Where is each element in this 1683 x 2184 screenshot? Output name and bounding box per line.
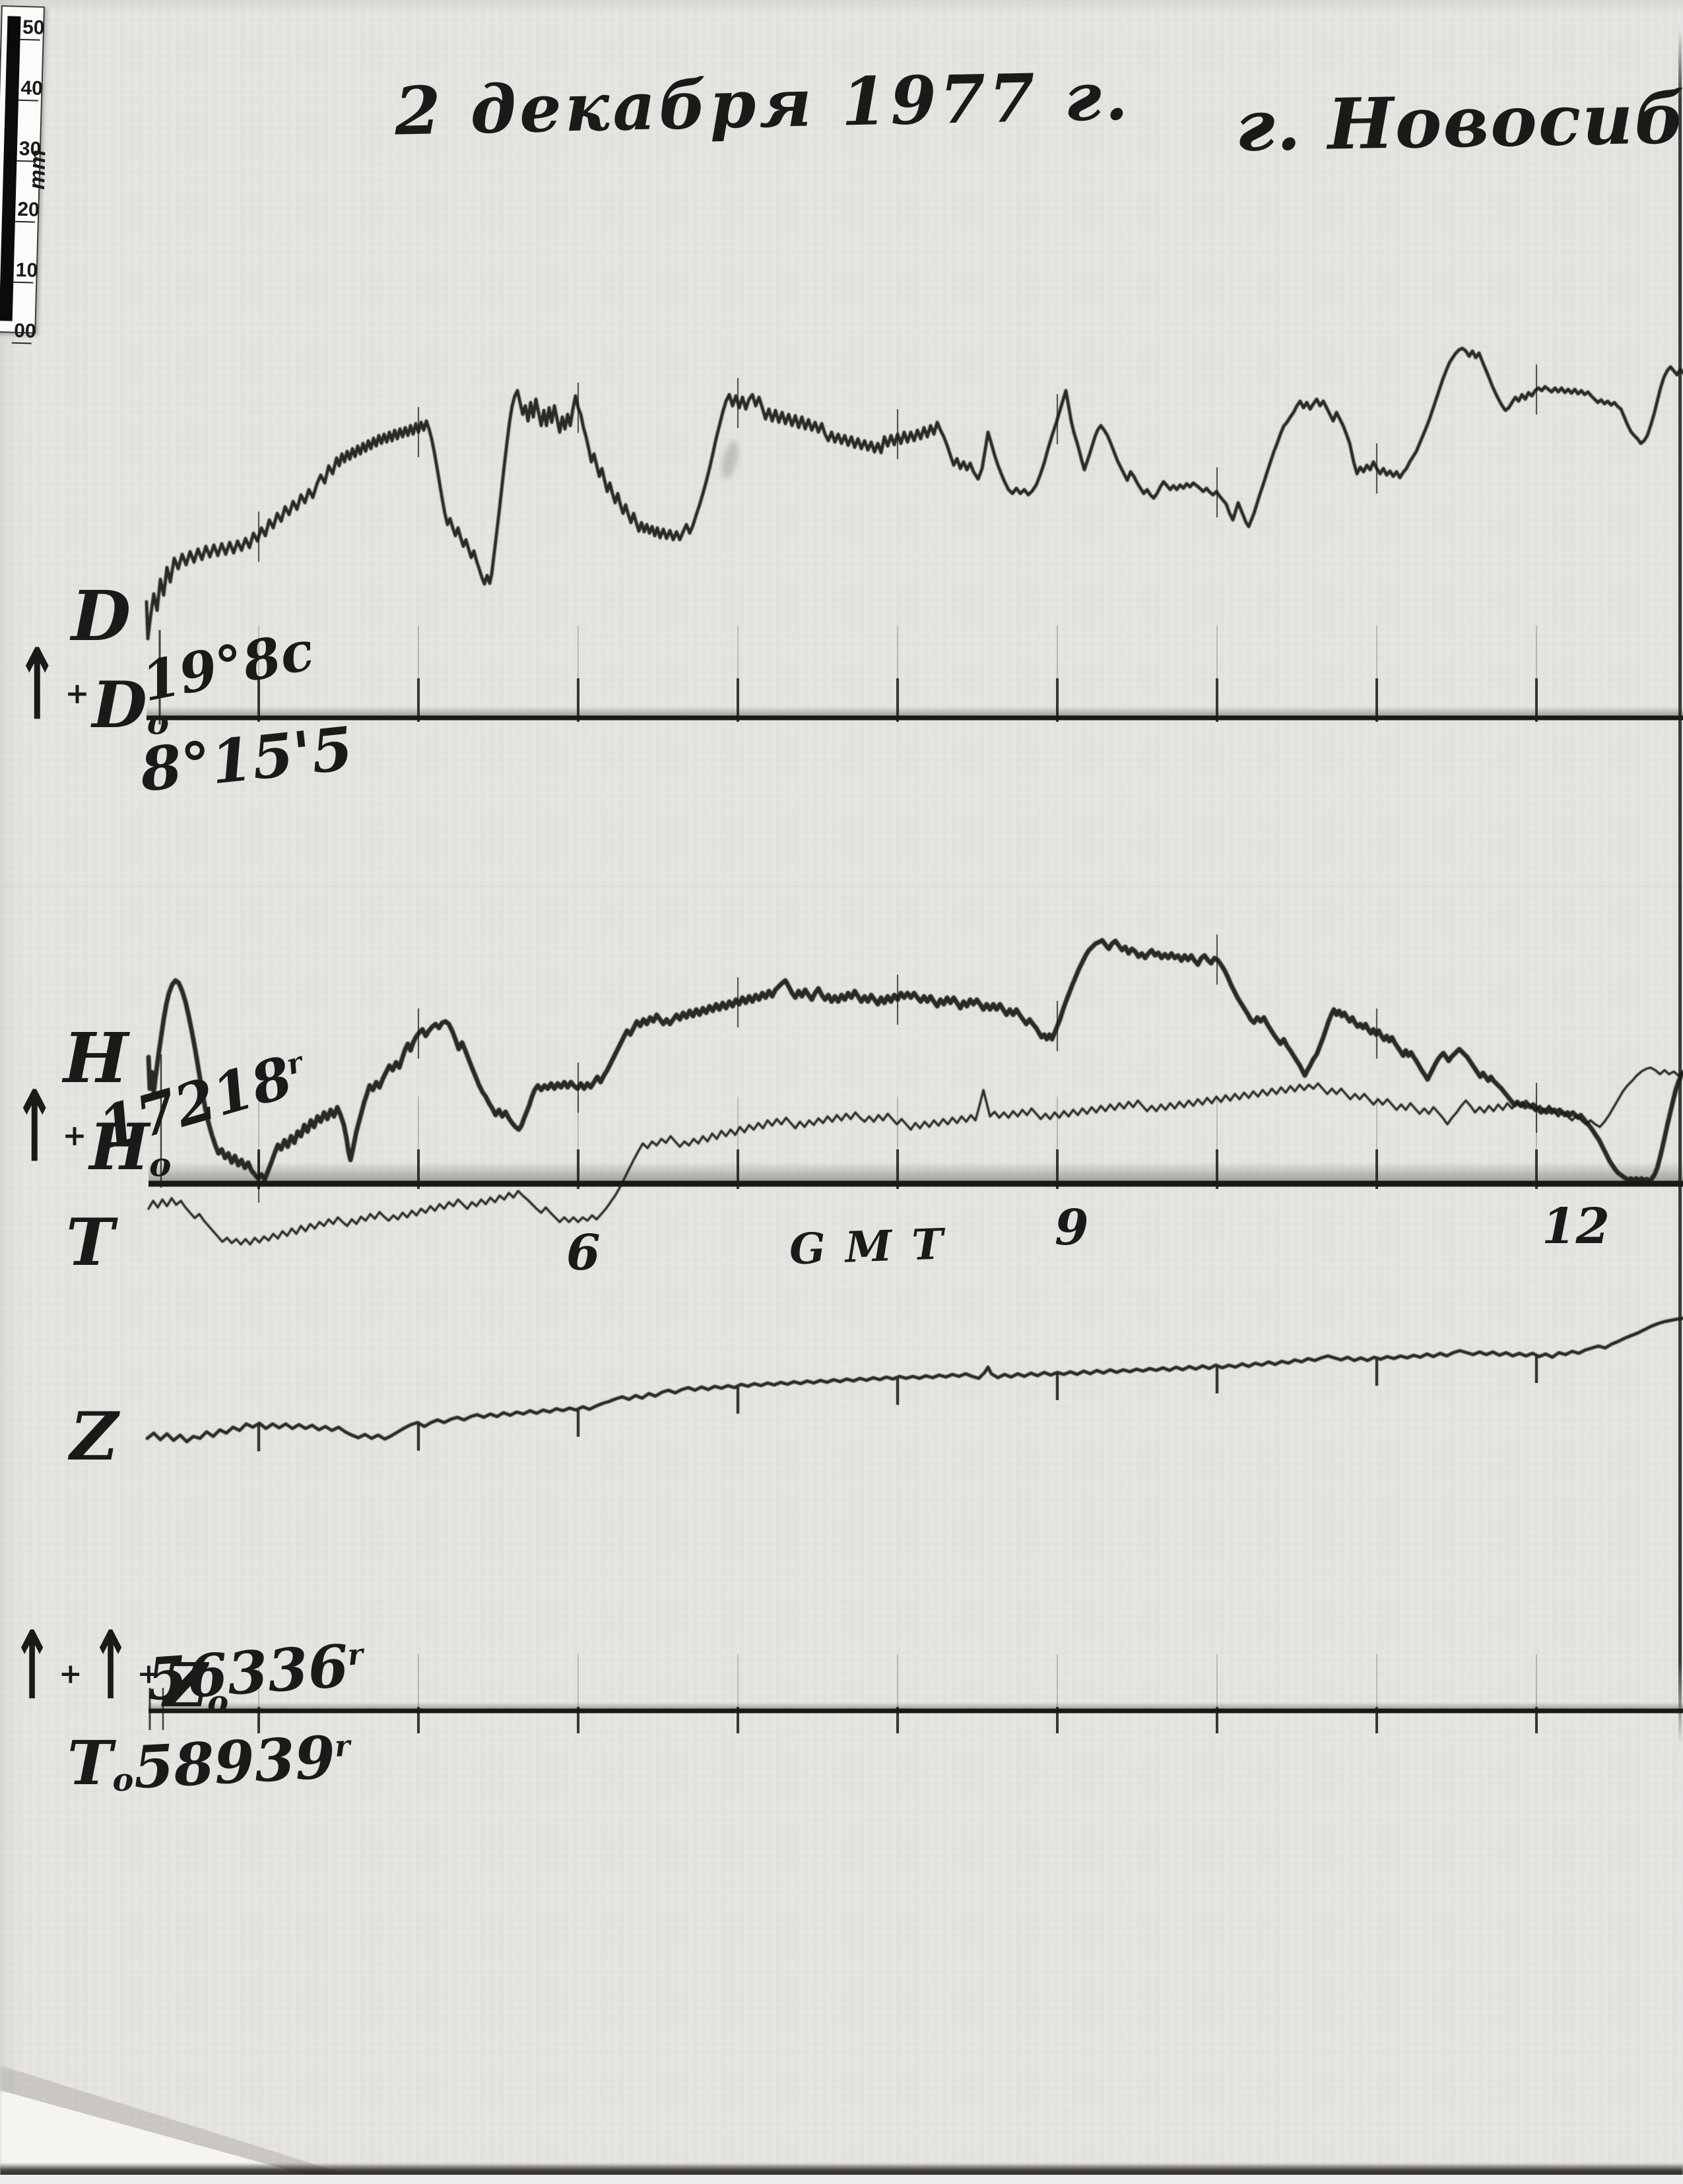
plus-sign: + — [65, 677, 90, 711]
baseline-label-t0: To — [67, 1727, 133, 1799]
plus-sign: + — [137, 1657, 161, 1690]
paper-crease — [0, 885, 1683, 887]
z0-subscript: o — [207, 1684, 229, 1721]
hour-label-6: 6 — [566, 1225, 601, 1281]
ruler-mark-label: 50 — [22, 16, 45, 39]
t0-value-number: 58939 — [131, 1722, 337, 1802]
trace-t — [147, 1066, 1683, 1246]
h-baseline-halo — [148, 1162, 1683, 1182]
baseline-label-d0: ↑ +Do — [11, 627, 169, 742]
trace-label-z: Z — [70, 1397, 118, 1475]
up-arrow-icon: ↑ — [90, 1611, 131, 1721]
scan-bottom-edge — [0, 2163, 1683, 2176]
trace-group — [145, 346, 1683, 1444]
time-axis-name: GMT — [788, 1219, 964, 1275]
plus-sign: + — [59, 1657, 82, 1690]
scanner-bed-strip — [0, 2175, 1683, 2184]
h0-subscript: o — [149, 1145, 172, 1184]
d0-letter: D — [92, 668, 147, 742]
hour-label-12: 12 — [1542, 1198, 1610, 1255]
baseline-label-z0: ↑ + ↑ +Zo — [7, 1611, 229, 1721]
ruler-mark-label: 00 — [13, 319, 37, 342]
scan-right-edge-line — [1678, 30, 1682, 1746]
page-title-date: 2 декабря 1977 г. — [393, 57, 1132, 150]
up-arrow-icon: ↑ — [11, 1611, 53, 1721]
t0-subscript: o — [112, 1762, 134, 1799]
hour-label-9: 9 — [1055, 1200, 1089, 1256]
ruler-mark-label: 20 — [16, 198, 40, 221]
ruler-mark-label: 10 — [15, 259, 38, 282]
z0-letter: Z — [163, 1650, 208, 1721]
trace-h — [146, 938, 1683, 1184]
t0-value-unit: r — [333, 1729, 351, 1764]
trace-label-d: D — [71, 575, 131, 657]
trace-d — [145, 346, 1683, 641]
h0-letter: H — [89, 1110, 150, 1184]
up-arrow-icon: ↑ — [16, 627, 59, 742]
ruler-mark-label: 30 — [18, 137, 42, 160]
trace-label-h: H — [63, 1017, 129, 1099]
plus-sign: + — [62, 1119, 87, 1153]
d0-subscript: o — [147, 703, 169, 742]
up-arrow-icon: ↑ — [13, 1070, 56, 1184]
baseline-label-h0: ↑ +Ho — [8, 1070, 172, 1184]
station-name: г. Новосибирс — [1234, 74, 1683, 167]
ruler-mark-label: 40 — [20, 77, 44, 100]
d-baseline-halo — [147, 707, 1683, 716]
trace-label-t: T — [66, 1205, 114, 1281]
z0-value-number: 56336 — [144, 1631, 351, 1714]
zt-baseline-halo — [148, 1702, 1683, 1709]
t0-letter: T — [67, 1727, 113, 1799]
t0-value: 58939r — [131, 1721, 352, 1802]
trace-z — [145, 1316, 1683, 1444]
z0-value-unit: r — [346, 1638, 364, 1673]
